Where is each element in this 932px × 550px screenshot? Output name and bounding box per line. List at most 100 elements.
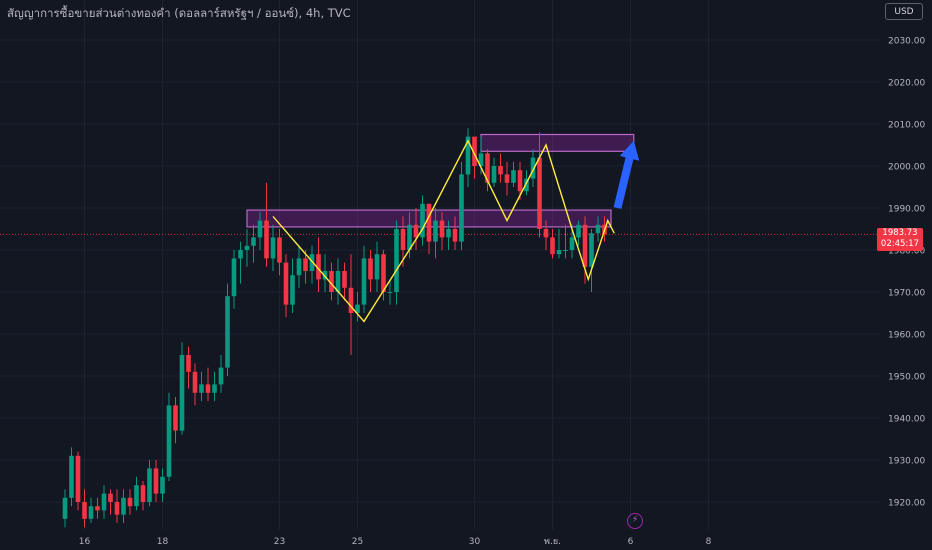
candle-body <box>257 220 263 238</box>
x-tick-label: 6 <box>628 537 634 547</box>
candle-body <box>283 262 289 305</box>
arrow-layer <box>613 140 640 209</box>
candle-body <box>108 493 113 502</box>
candle-body <box>426 203 432 242</box>
zone-layer <box>246 133 635 228</box>
candle-body <box>147 468 152 502</box>
candle-body <box>82 502 87 519</box>
y-tick-label: 2000.00 <box>888 163 925 173</box>
candle-body <box>407 224 412 250</box>
candle-body <box>485 153 490 183</box>
candle-body <box>329 271 334 292</box>
candle-body <box>296 258 302 276</box>
candle-body <box>166 405 172 477</box>
candle-body <box>387 292 393 293</box>
candle-body <box>186 355 191 372</box>
candle-body <box>491 166 497 183</box>
candle-body <box>576 224 581 238</box>
x-tick-label: 30 <box>469 537 481 547</box>
candle-body <box>517 170 523 192</box>
candle-body <box>251 237 256 246</box>
candle-body <box>433 220 438 242</box>
candle-body <box>582 224 588 267</box>
chart-grid <box>0 0 880 530</box>
candle-body <box>368 258 373 280</box>
y-tick-label: 1950.00 <box>888 373 925 383</box>
candle-body <box>231 258 237 297</box>
candle-body <box>589 233 594 267</box>
candle-body <box>550 237 555 255</box>
candle-body <box>75 455 81 502</box>
candle-body <box>127 497 133 507</box>
x-tick-label: 25 <box>352 537 363 547</box>
candle-body <box>381 254 386 292</box>
candle-body <box>179 355 185 431</box>
candle-body <box>348 287 354 313</box>
candle-body <box>88 506 94 519</box>
candle-body <box>524 178 529 192</box>
candle-body <box>114 502 120 515</box>
candle-body <box>498 166 503 175</box>
candle-body <box>530 157 536 179</box>
y-tick-label: 2020.00 <box>888 79 925 89</box>
candle-body <box>101 493 107 511</box>
candle-body <box>95 506 100 511</box>
y-tick-label: 2030.00 <box>888 37 925 47</box>
candle-body <box>290 275 295 305</box>
y-tick-label: 1940.00 <box>888 415 925 425</box>
last-price-tag: 1983.73 02:45:17 <box>877 228 923 251</box>
lightning-icon[interactable]: ⚡ <box>627 513 643 529</box>
candle-body <box>472 136 477 166</box>
candle-body <box>121 497 126 515</box>
candle-body <box>563 250 568 251</box>
x-tick-label: 8 <box>706 537 712 547</box>
candle-body <box>225 296 230 368</box>
y-tick-label: 1980.00 <box>888 247 925 257</box>
zigzag-pattern-line <box>272 139 615 323</box>
y-tick-label: 1960.00 <box>888 331 925 341</box>
currency-button[interactable]: USD <box>885 3 923 20</box>
symbol-title: สัญญาการซื้อขายส่วนต่างทองคำ (ดอลลาร์สหร… <box>7 6 351 20</box>
candle-body <box>556 250 562 255</box>
candle-body <box>244 245 250 250</box>
candle-body <box>459 174 464 242</box>
candle-body <box>205 384 211 393</box>
candle-body <box>374 254 380 280</box>
candle-body <box>394 229 399 292</box>
bar-countdown: 02:45:17 <box>880 239 920 249</box>
y-tick-label: 1990.00 <box>888 205 925 215</box>
candle-body <box>199 384 204 393</box>
candle-body <box>465 136 471 175</box>
candle-body <box>173 405 178 431</box>
candle-body <box>134 485 139 507</box>
candle-body <box>478 153 484 166</box>
candle-body <box>69 455 74 498</box>
candle-body <box>303 258 308 271</box>
x-tick-label: 16 <box>79 537 91 547</box>
candle-body <box>361 258 367 305</box>
candle-body <box>238 250 243 259</box>
target-arrow <box>613 140 640 209</box>
y-tick-label: 1930.00 <box>888 457 925 467</box>
y-tick-label: 1920.00 <box>888 499 925 509</box>
x-tick-label: พ.ย. <box>544 537 561 547</box>
candle-body <box>270 237 276 259</box>
candle-body <box>316 254 321 280</box>
candle-body <box>140 485 146 502</box>
candle-body <box>537 157 542 229</box>
candle-body <box>420 203 425 238</box>
candle-body <box>569 237 575 250</box>
y-tick-label: 1970.00 <box>888 289 925 299</box>
candle-body <box>342 271 347 288</box>
x-tick-label: 18 <box>157 537 169 547</box>
candle-body <box>439 220 445 238</box>
candle-body <box>595 224 601 234</box>
candle-body <box>452 229 458 242</box>
candle-body <box>160 476 165 494</box>
candle-body <box>355 304 360 313</box>
candles-layer <box>62 128 607 528</box>
x-tick-label: 23 <box>274 537 285 547</box>
pattern-layer <box>272 139 615 323</box>
candle-body <box>322 271 328 280</box>
